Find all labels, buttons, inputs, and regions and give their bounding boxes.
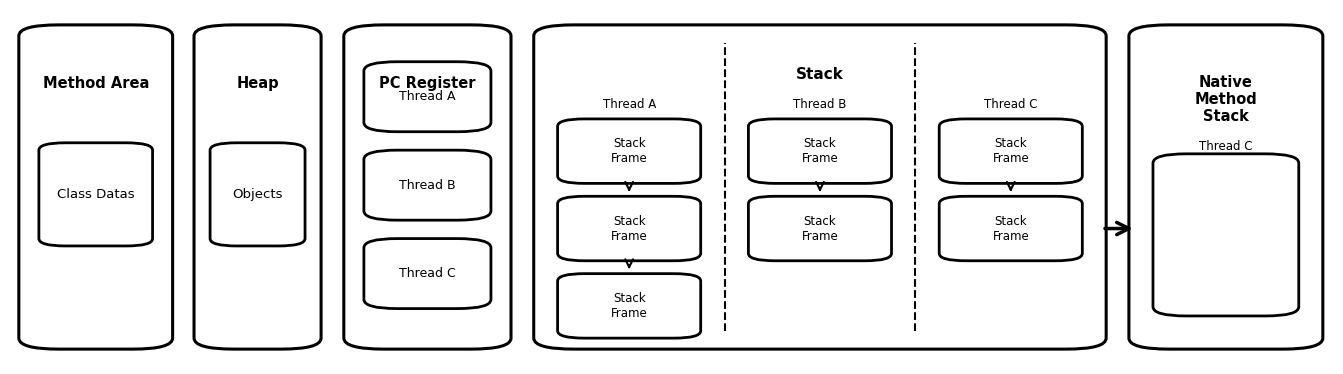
FancyBboxPatch shape	[557, 119, 701, 183]
FancyBboxPatch shape	[364, 62, 492, 132]
Text: Stack
Frame: Stack Frame	[802, 215, 838, 242]
FancyBboxPatch shape	[364, 150, 492, 220]
Text: Class Datas: Class Datas	[56, 188, 134, 201]
Text: Stack
Frame: Stack Frame	[611, 137, 647, 165]
FancyBboxPatch shape	[939, 119, 1082, 183]
Text: Stack
Frame: Stack Frame	[611, 215, 647, 242]
Text: Objects: Objects	[232, 188, 283, 201]
Text: PC Register: PC Register	[379, 76, 475, 91]
FancyBboxPatch shape	[748, 196, 892, 261]
Text: Thread C: Thread C	[399, 267, 455, 280]
FancyBboxPatch shape	[364, 239, 492, 309]
FancyBboxPatch shape	[557, 274, 701, 338]
Text: Thread C: Thread C	[984, 98, 1038, 111]
Text: Thread B: Thread B	[399, 179, 455, 191]
Text: Thread B: Thread B	[794, 98, 846, 111]
Text: Heap: Heap	[236, 76, 279, 91]
FancyBboxPatch shape	[19, 25, 173, 349]
FancyBboxPatch shape	[533, 25, 1107, 349]
FancyBboxPatch shape	[193, 25, 321, 349]
FancyBboxPatch shape	[748, 119, 892, 183]
Text: Thread A: Thread A	[399, 90, 455, 103]
Text: Stack: Stack	[796, 67, 843, 83]
Text: Stack
Frame: Stack Frame	[992, 137, 1029, 165]
FancyBboxPatch shape	[939, 196, 1082, 261]
Text: Native
Method
Stack: Native Method Stack	[1194, 74, 1257, 125]
FancyBboxPatch shape	[344, 25, 510, 349]
Text: Stack
Frame: Stack Frame	[611, 292, 647, 320]
Text: Stack
Frame: Stack Frame	[802, 137, 838, 165]
FancyBboxPatch shape	[39, 143, 153, 246]
FancyBboxPatch shape	[557, 196, 701, 261]
FancyBboxPatch shape	[210, 143, 305, 246]
Text: Method Area: Method Area	[43, 76, 149, 91]
Text: Stack
Frame: Stack Frame	[992, 215, 1029, 242]
FancyBboxPatch shape	[1154, 154, 1299, 316]
Text: Thread A: Thread A	[603, 98, 655, 111]
Text: Thread C: Thread C	[1199, 140, 1253, 153]
FancyBboxPatch shape	[1129, 25, 1323, 349]
